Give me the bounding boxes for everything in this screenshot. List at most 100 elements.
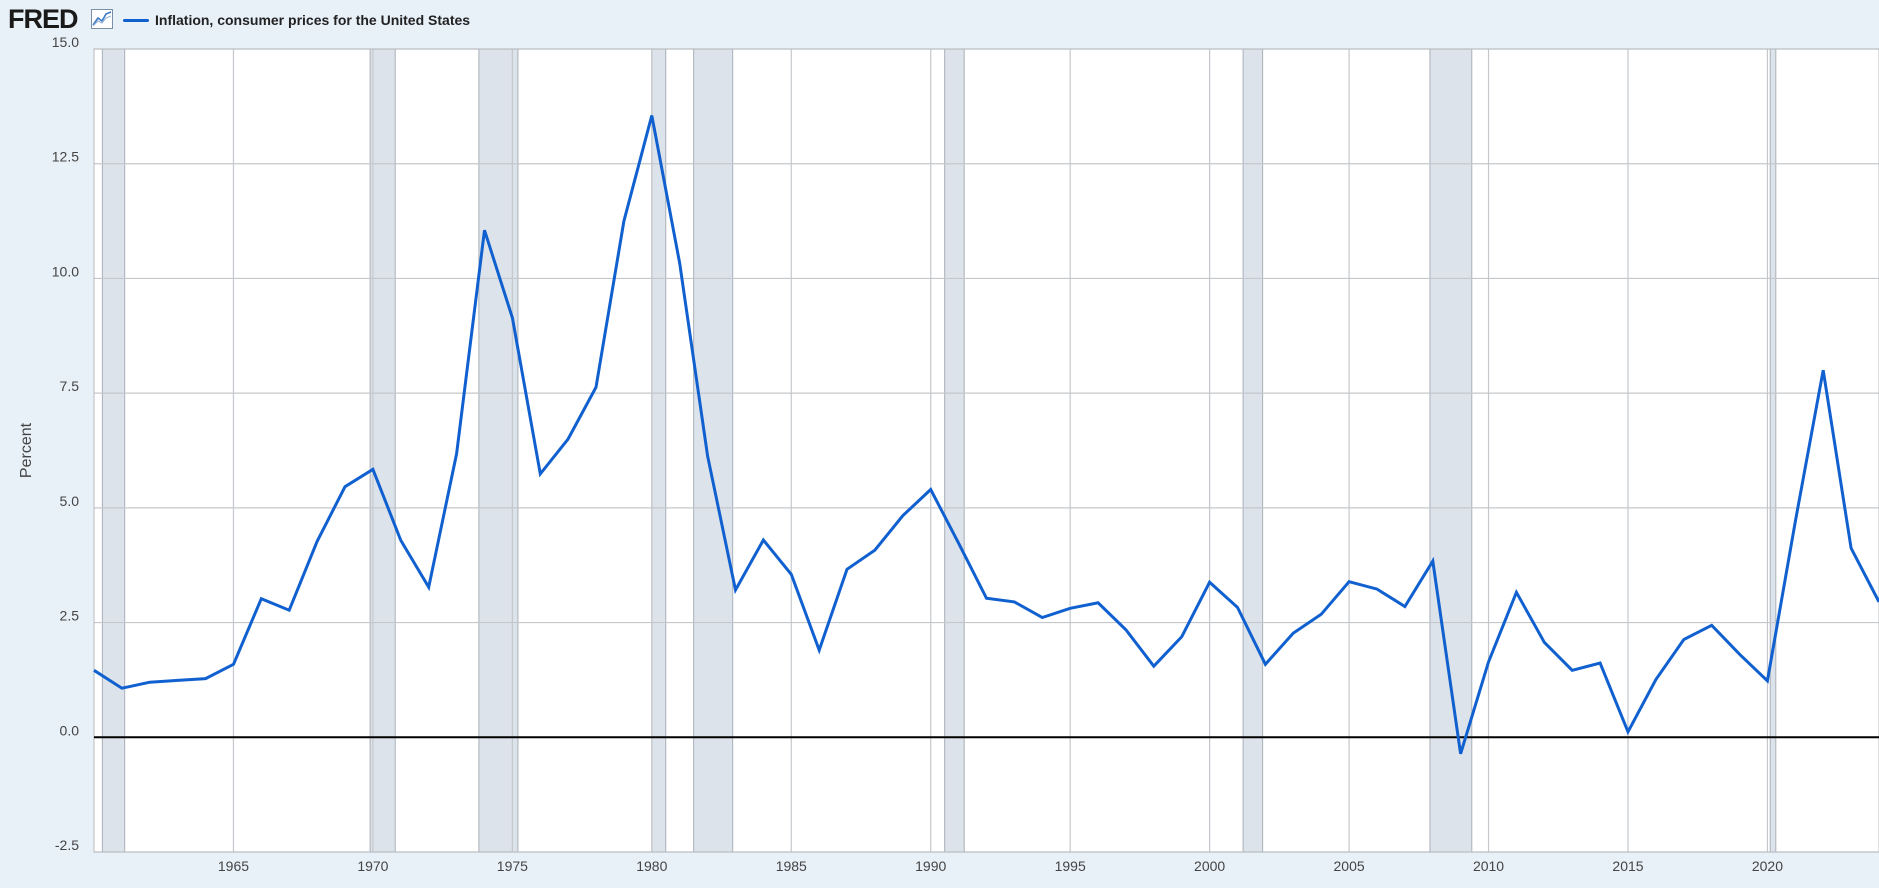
fred-logo[interactable]: FRED	[8, 4, 78, 34]
x-tick-label: 1975	[497, 858, 528, 874]
data-point	[1375, 587, 1379, 591]
data-point	[678, 261, 682, 265]
data-point	[845, 567, 849, 571]
data-point	[259, 597, 263, 601]
data-point	[287, 608, 291, 612]
data-point	[1738, 652, 1742, 656]
recession-band	[693, 48, 734, 853]
data-point	[1765, 679, 1769, 683]
data-point	[1821, 368, 1825, 372]
data-point	[315, 539, 319, 543]
data-point	[1626, 730, 1630, 734]
recession-band	[944, 48, 965, 853]
data-point	[1208, 580, 1212, 584]
data-point	[1040, 616, 1044, 620]
data-point	[1598, 661, 1602, 665]
y-tick-label: 15.0	[52, 34, 79, 50]
data-point	[1236, 605, 1240, 609]
data-point	[1570, 668, 1574, 672]
plot-area	[94, 49, 1879, 852]
data-point	[510, 316, 514, 320]
x-tick-label: 2015	[1612, 858, 1643, 874]
y-tick-label: -2.5	[55, 837, 79, 853]
recession-band	[651, 48, 667, 853]
data-point	[1012, 600, 1016, 604]
data-point	[985, 596, 989, 600]
data-point	[399, 538, 403, 542]
x-tick-label: 1980	[636, 858, 667, 874]
data-point	[566, 437, 570, 441]
recession-band	[1769, 48, 1777, 853]
legend-swatch	[123, 18, 149, 22]
data-point	[1849, 546, 1853, 550]
data-point	[1431, 559, 1435, 563]
data-point	[873, 548, 877, 552]
data-point	[538, 472, 542, 476]
data-point	[1096, 601, 1100, 605]
y-tick-label: 5.0	[60, 493, 80, 509]
data-point	[1263, 662, 1267, 666]
data-point	[204, 677, 208, 681]
x-tick-label: 1965	[218, 858, 249, 874]
y-tick-label: 10.0	[52, 263, 79, 279]
data-point	[1542, 640, 1546, 644]
data-point	[817, 648, 821, 652]
data-point	[594, 385, 598, 389]
data-point	[789, 572, 793, 576]
data-point	[957, 541, 961, 545]
data-point	[761, 538, 765, 542]
data-point	[1459, 752, 1463, 756]
data-point	[427, 585, 431, 589]
data-point	[706, 454, 710, 458]
line-chart-icon[interactable]	[91, 9, 113, 29]
chart-header: FRED Inflation, consumer prices for the …	[0, 0, 1879, 40]
y-axis-title: Percent	[18, 422, 35, 478]
x-tick-label: 2010	[1473, 858, 1504, 874]
data-point	[929, 488, 933, 492]
x-tick-label: 1970	[357, 858, 388, 874]
data-point	[1124, 628, 1128, 632]
series-line	[93, 115, 1879, 755]
data-point	[455, 452, 459, 456]
y-tick-label: 12.5	[52, 149, 79, 165]
data-point	[343, 485, 347, 489]
data-point	[1180, 635, 1184, 639]
y-tick-label: 2.5	[60, 608, 80, 624]
x-tick-label: 1995	[1055, 858, 1086, 874]
x-tick-label: 2020	[1752, 858, 1783, 874]
legend[interactable]: Inflation, consumer prices for the Unite…	[123, 11, 470, 29]
data-point	[1654, 677, 1658, 681]
data-point	[733, 588, 737, 592]
data-point	[1291, 631, 1295, 635]
x-tick-label: 2000	[1194, 858, 1225, 874]
data-point	[482, 228, 486, 232]
data-point	[176, 678, 180, 682]
legend-label: Inflation, consumer prices for the Unite…	[155, 12, 471, 28]
data-point	[1152, 664, 1156, 668]
x-tick-label: 1990	[915, 858, 946, 874]
recession-band	[101, 48, 126, 853]
data-point	[92, 668, 96, 672]
plot-border	[93, 48, 1879, 853]
data-point	[1487, 660, 1491, 664]
data-point	[1682, 638, 1686, 642]
y-tick-label: 0.0	[60, 722, 80, 738]
data-point	[148, 680, 152, 684]
data-point	[650, 114, 654, 118]
data-point	[1068, 606, 1072, 610]
recession-band	[1429, 48, 1473, 853]
data-point	[901, 514, 905, 518]
data-point	[622, 219, 626, 223]
y-tick-label: 7.5	[60, 378, 80, 394]
data-point	[1793, 520, 1797, 524]
data-point	[1347, 580, 1351, 584]
x-tick-label: 1985	[776, 858, 807, 874]
x-tick-label: 2005	[1334, 858, 1365, 874]
data-point	[1514, 590, 1518, 594]
data-point	[1710, 623, 1714, 627]
data-point	[1319, 612, 1323, 616]
recession-band	[1242, 48, 1264, 853]
data-point	[120, 686, 124, 690]
data-point	[371, 467, 375, 471]
